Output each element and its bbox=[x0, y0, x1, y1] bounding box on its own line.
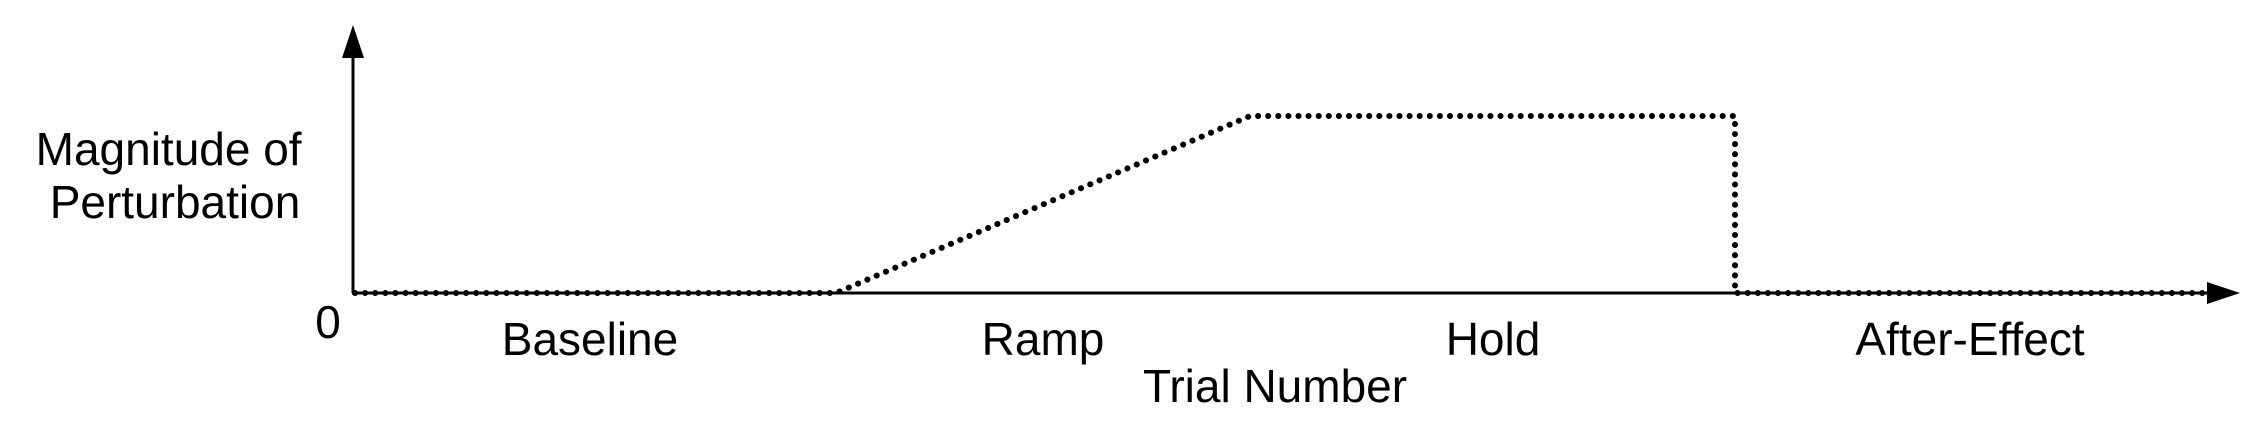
y-axis-label-line-2: Perturbation bbox=[50, 176, 301, 228]
y-axis-label: Magnitude of Perturbation bbox=[36, 123, 315, 228]
zero-label: 0 bbox=[315, 296, 341, 348]
phase-label-after-effect: After-Effect bbox=[1855, 313, 2084, 365]
perturbation-profile-line bbox=[352, 113, 2225, 296]
phase-label-baseline: Baseline bbox=[502, 313, 678, 365]
phase-label-hold: Hold bbox=[1446, 313, 1541, 365]
y-axis-arrowhead bbox=[342, 25, 364, 58]
x-axis-arrowhead bbox=[2207, 282, 2240, 304]
y-axis-label-line-1: Magnitude of bbox=[36, 123, 302, 175]
phase-label-ramp: Ramp bbox=[982, 313, 1105, 365]
x-axis-label: Trial Number bbox=[1143, 360, 1407, 412]
